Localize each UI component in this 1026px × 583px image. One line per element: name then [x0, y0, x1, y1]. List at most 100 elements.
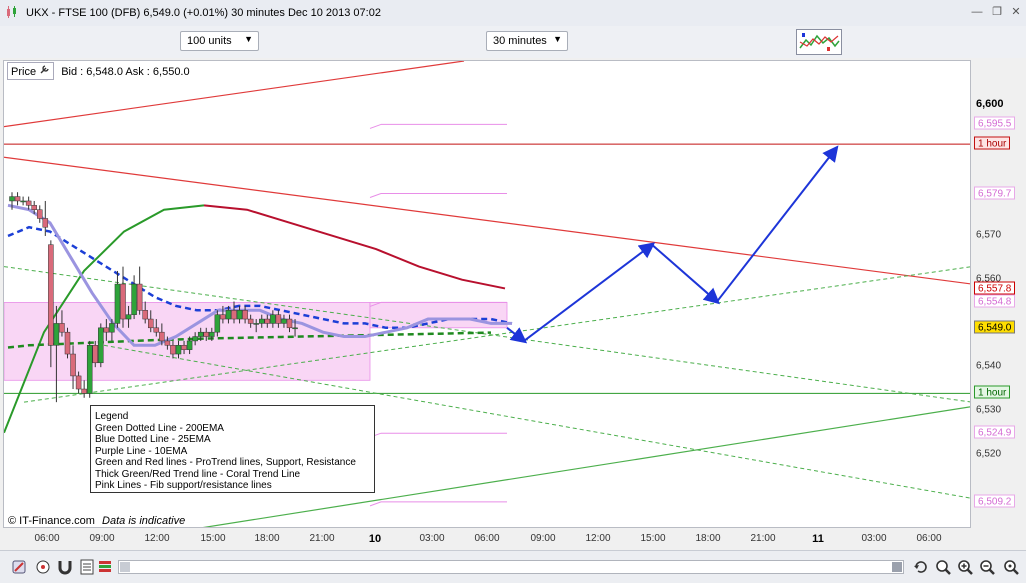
- current-price-label: 6,549.0: [974, 320, 1016, 334]
- candle-body: [281, 318, 287, 324]
- candle-body: [264, 318, 271, 324]
- candle-body: [225, 310, 232, 320]
- y-tick-label: 6,520: [976, 448, 1002, 460]
- x-tick-label: 09:00: [530, 533, 556, 544]
- units-value: 100 units: [187, 35, 232, 47]
- ema25-line: [7, 225, 513, 330]
- x-tick-label: 21:00: [750, 533, 776, 544]
- color-tool-icon[interactable]: [96, 558, 114, 576]
- fib-level-label: 6,524.9: [974, 425, 1016, 439]
- bid-ask-text: Bid : 6,548.0 Ask : 6,550.0: [61, 66, 190, 78]
- y-tick-label: 6,540: [976, 360, 1002, 372]
- x-tick-label: 12:00: [144, 533, 170, 544]
- resistance-trendline: [4, 61, 465, 128]
- candle-body: [286, 318, 293, 329]
- window-titlebar: UKX - FTSE 100 (DFB) 6,549.0 (+0.01%) 30…: [0, 0, 1026, 27]
- projection-arrow: [506, 327, 528, 344]
- ema10-line: [7, 203, 512, 347]
- candle-body: [231, 310, 237, 320]
- indicator-tool-icon[interactable]: [34, 558, 52, 576]
- candle-body: [214, 314, 221, 333]
- legend-item-25ema: Blue Dotted Line - 25EMA: [95, 434, 211, 445]
- support-dashed-trendline: [23, 266, 970, 403]
- candle-body: [20, 200, 26, 203]
- candle-body: [153, 327, 160, 333]
- candle-body: [136, 283, 143, 311]
- x-tick-label: 06:00: [916, 533, 942, 544]
- hour-level-label: 1 hour: [974, 385, 1011, 399]
- credit-line: © IT-Finance.com Data is indicative: [8, 515, 185, 527]
- interval-dropdown[interactable]: 30 minutes ▼: [486, 31, 568, 51]
- coral-trendline-green: [4, 204, 205, 434]
- x-tick-label: 11: [812, 533, 824, 545]
- candle-body: [109, 323, 115, 333]
- candle-body: [181, 345, 187, 350]
- legend-item-protrend: Green and Red lines - ProTrend lines, Su…: [95, 457, 356, 468]
- x-tick-label: 09:00: [89, 533, 115, 544]
- candle-body: [9, 196, 15, 202]
- zoom-in-icon[interactable]: [956, 558, 974, 576]
- candle-body: [70, 353, 76, 377]
- time-axis[interactable]: 06:00 09:00 12:00 15:00 18:00 21:00 10 03:00 06:…: [3, 528, 971, 548]
- fib-level-label: 6,579.7: [974, 186, 1016, 200]
- candle-body: [247, 318, 254, 324]
- candle-body: [81, 388, 87, 394]
- candle-body: [159, 331, 165, 342]
- undo-zoom-icon[interactable]: [912, 558, 930, 576]
- zoom-extent-icon[interactable]: [934, 558, 952, 576]
- candle-body: [292, 327, 298, 330]
- restore-button[interactable]: ❐: [992, 6, 1002, 18]
- chart-toolbar: 100 units ▼ 30 minutes ▼: [0, 26, 1026, 58]
- candle-body: [186, 340, 193, 350]
- candle-body: [270, 314, 276, 324]
- units-dropdown[interactable]: 100 units ▼: [180, 31, 259, 51]
- minimize-button[interactable]: —: [971, 6, 983, 18]
- projection-arrow: [716, 145, 839, 303]
- y-tick-label: 6,600: [976, 97, 1004, 110]
- candle-body: [31, 205, 37, 210]
- candle-body: [259, 318, 265, 324]
- time-scrollbar[interactable]: [118, 560, 904, 574]
- candle-body: [75, 375, 82, 390]
- x-tick-label: 18:00: [254, 533, 280, 544]
- candle-body: [131, 283, 137, 315]
- scroll-left-handle[interactable]: [120, 562, 130, 572]
- legend-item-fib: Pink Lines - Fib support/resistance line…: [95, 480, 272, 491]
- list-tool-icon[interactable]: [78, 558, 96, 576]
- candle-body: [103, 327, 110, 333]
- zoom-reset-icon[interactable]: [1002, 558, 1020, 576]
- candle-body: [197, 331, 204, 337]
- legend-title: Legend: [95, 411, 129, 422]
- x-tick-label: 06:00: [34, 533, 60, 544]
- candle-body: [59, 323, 65, 333]
- projection-arrow: [523, 242, 656, 342]
- chevron-down-icon: ▼: [244, 34, 253, 44]
- fib-level-line: [369, 123, 382, 129]
- support-trendline: [202, 406, 970, 527]
- wrench-icon: [40, 65, 49, 74]
- candle-body: [125, 314, 132, 320]
- candle-body: [98, 327, 104, 364]
- window-title: UKX - FTSE 100 (DFB) 6,549.0 (+0.01%) 30…: [26, 7, 381, 19]
- price-button[interactable]: Price: [7, 62, 55, 80]
- candlestick-app-icon: [5, 5, 19, 22]
- zoom-out-icon[interactable]: [978, 558, 996, 576]
- chart-type-button[interactable]: [796, 29, 842, 55]
- scroll-right-handle[interactable]: [892, 562, 902, 572]
- draw-tool-icon[interactable]: [10, 558, 28, 576]
- magnet-tool-icon[interactable]: [56, 558, 74, 576]
- x-tick-label: 15:00: [200, 533, 226, 544]
- resistance-trendline: [4, 156, 970, 285]
- candlestick-chart: [4, 61, 970, 527]
- credit-note: Data is indicative: [102, 515, 186, 527]
- close-button[interactable]: ✕: [1011, 6, 1021, 18]
- credit-source: © IT-Finance.com: [8, 515, 95, 527]
- y-tick-label: 6,570: [976, 229, 1002, 241]
- candle-body: [120, 283, 126, 320]
- fib-zone: [369, 302, 508, 329]
- x-tick-label: 03:00: [861, 533, 887, 544]
- candle-body: [209, 331, 215, 337]
- x-tick-label: 12:00: [585, 533, 611, 544]
- y-tick-label: 6,560: [976, 273, 1002, 285]
